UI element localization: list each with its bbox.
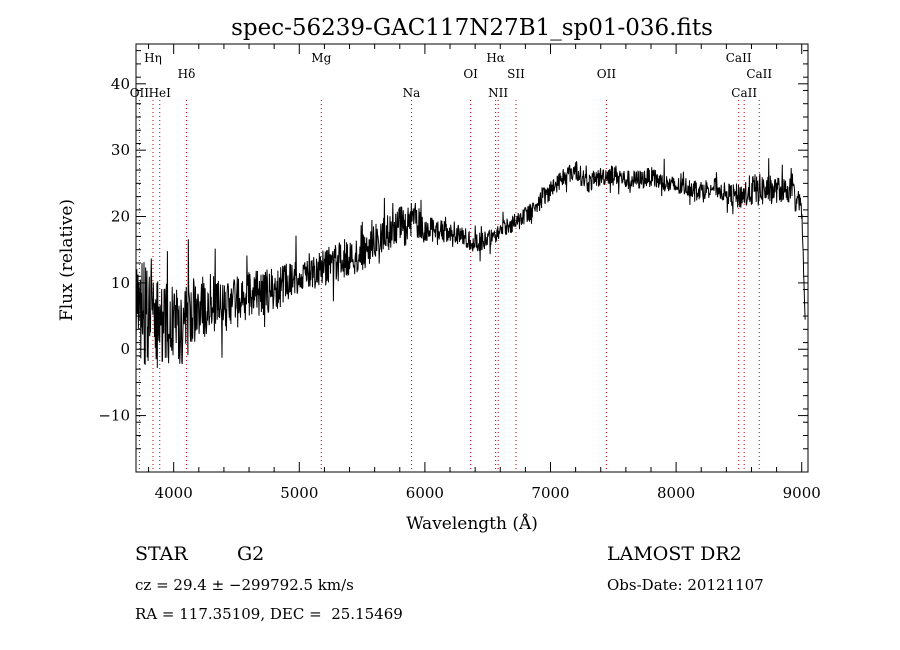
coordinates-readout: RA = 117.35109, DEC = 25.15469	[135, 605, 403, 623]
x-tick-label: 6000	[406, 484, 444, 502]
object-subclass: G2	[237, 543, 264, 565]
chart-title: spec-56239-GAC117N27B1_sp01-036.fits	[231, 15, 713, 41]
x-tick-label: 4000	[155, 484, 193, 502]
x-axis-ticks: 4000 5000 6000 7000 8000 9000	[148, 44, 821, 502]
line-marker-label: CaII	[726, 51, 752, 65]
x-tick-label: 7000	[531, 484, 569, 502]
line-marker-label: OII	[597, 67, 617, 81]
object-class: STAR	[135, 543, 188, 565]
line-marker-label: OII	[130, 86, 150, 100]
line-marker-label: Na	[403, 86, 421, 100]
obs-date: Obs-Date: 20121107	[607, 576, 764, 594]
line-marker-labels: OII Hη HeI Hδ Mg Na OI Hα NII SII OII CaII CaII CaII	[130, 51, 773, 100]
spectrum-line	[135, 158, 806, 368]
line-markers	[138, 100, 760, 472]
line-marker-label: Hδ	[178, 67, 196, 81]
line-marker-label: OI	[463, 67, 478, 81]
y-axis-label: Flux (relative)	[57, 199, 77, 321]
x-axis-label: Wavelength (Å)	[406, 513, 538, 534]
line-marker-label: Hη	[144, 51, 162, 65]
y-axis-ticks: −10 0 10 20 30 40	[98, 50, 808, 450]
x-tick-label: 9000	[783, 484, 821, 502]
plot-frame	[135, 43, 809, 473]
line-marker-label: Mg	[311, 51, 331, 65]
survey-name: LAMOST DR2	[607, 543, 742, 565]
line-marker-label: CaII	[746, 67, 772, 81]
line-marker-label: NII	[488, 86, 508, 100]
y-tick-label: 10	[111, 274, 130, 292]
y-tick-label: 20	[111, 208, 130, 226]
line-marker-label: SII	[507, 67, 525, 81]
line-marker-label: CaII	[731, 86, 757, 100]
x-tick-label: 8000	[657, 484, 695, 502]
line-marker-label: Hα	[486, 51, 505, 65]
y-tick-label: 0	[120, 340, 130, 358]
velocity-readout: cz = 29.4 ± −299792.5 km/s	[135, 576, 354, 594]
x-tick-label: 5000	[280, 484, 318, 502]
y-tick-label: −10	[98, 407, 130, 425]
y-tick-label: 40	[111, 75, 130, 93]
y-tick-label: 30	[111, 141, 130, 159]
line-marker-label: HeI	[149, 86, 172, 100]
